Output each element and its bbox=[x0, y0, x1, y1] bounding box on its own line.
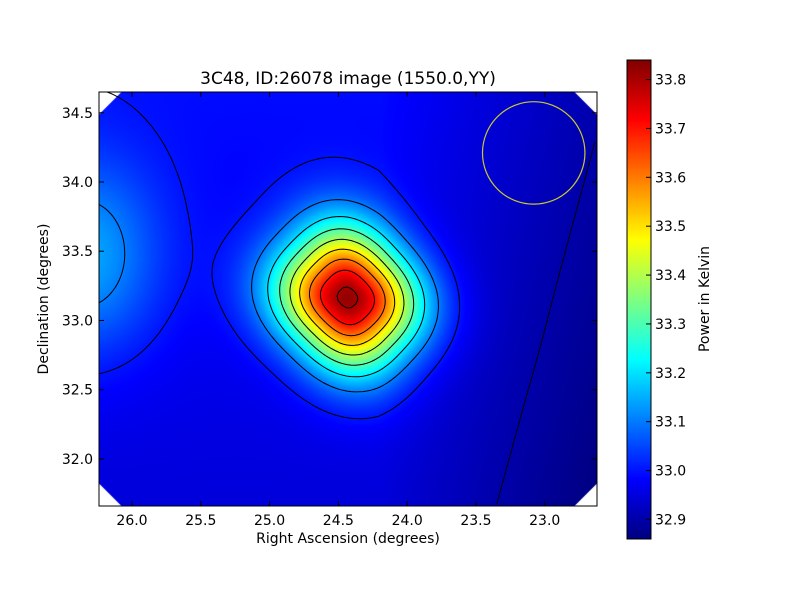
y-tick-label: 33.0 bbox=[62, 313, 93, 329]
y-tick-label: 34.0 bbox=[62, 175, 93, 191]
y-tick-label: 33.5 bbox=[62, 244, 93, 260]
colorbar-tick-label: 33.2 bbox=[655, 366, 686, 382]
contour-level-7 bbox=[309, 258, 386, 337]
contour-level-8 bbox=[319, 269, 376, 326]
contour-level-5 bbox=[289, 238, 405, 356]
colorbar-axis: 32.9 33.0 33.1 33.2 33.3 33.4 33.5 33.6 33.7 33.8 bbox=[646, 73, 686, 528]
x-tick-label: 23.5 bbox=[460, 513, 491, 529]
colorbar-frame bbox=[626, 59, 652, 540]
y-axis: 32.0 32.5 33.0 33.5 34.0 34.5 bbox=[62, 106, 597, 468]
contour-level-3 bbox=[267, 216, 426, 378]
colorbar-gradient bbox=[627, 60, 651, 539]
colorbar-tick-label: 33.5 bbox=[655, 219, 686, 235]
colorbar-tick-label: 33.6 bbox=[655, 170, 686, 186]
contour-level-2 bbox=[99, 199, 439, 393]
x-tick-label: 26.0 bbox=[116, 513, 147, 529]
heatmap-image bbox=[99, 92, 597, 506]
contour-level-9 bbox=[336, 286, 359, 309]
contour-lines bbox=[99, 92, 596, 505]
x-axis-label: Right Ascension (degrees) bbox=[256, 531, 440, 547]
contour-level-6 bbox=[299, 248, 396, 346]
colorbar-tick-label: 33.1 bbox=[655, 415, 686, 431]
contour-level-0 bbox=[496, 141, 596, 505]
x-tick-label: 23.0 bbox=[529, 513, 560, 529]
colorbar-tick-label: 33.3 bbox=[655, 317, 686, 333]
contour-level-4 bbox=[279, 228, 415, 366]
y-tick-label: 32.0 bbox=[62, 452, 93, 468]
y-tick-label: 34.5 bbox=[62, 106, 93, 122]
x-tick-label: 24.0 bbox=[392, 513, 423, 529]
chart-title: 3C48, ID:26078 image (1550.0,YY) bbox=[200, 69, 496, 89]
x-tick-label: 25.5 bbox=[185, 513, 216, 529]
x-axis: 26.0 25.5 25.0 24.5 24.0 23.5 23.0 bbox=[116, 92, 560, 529]
beam-circle bbox=[481, 101, 586, 205]
plot-frame bbox=[98, 91, 598, 507]
contour-level-1 bbox=[99, 92, 461, 420]
colorbar-label: Power in Kelvin bbox=[697, 246, 713, 352]
y-axis-label: Declination (degrees) bbox=[36, 224, 52, 375]
colorbar-tick-label: 33.8 bbox=[655, 73, 686, 89]
x-tick-label: 25.0 bbox=[254, 513, 285, 529]
colorbar-tick-label: 33.0 bbox=[655, 464, 686, 480]
y-tick-label: 32.5 bbox=[62, 383, 93, 399]
x-tick-label: 24.5 bbox=[323, 513, 354, 529]
colorbar-tick-label: 33.7 bbox=[655, 121, 686, 137]
colorbar-tick-label: 32.9 bbox=[655, 512, 686, 528]
colorbar-tick-label: 33.4 bbox=[655, 268, 686, 284]
